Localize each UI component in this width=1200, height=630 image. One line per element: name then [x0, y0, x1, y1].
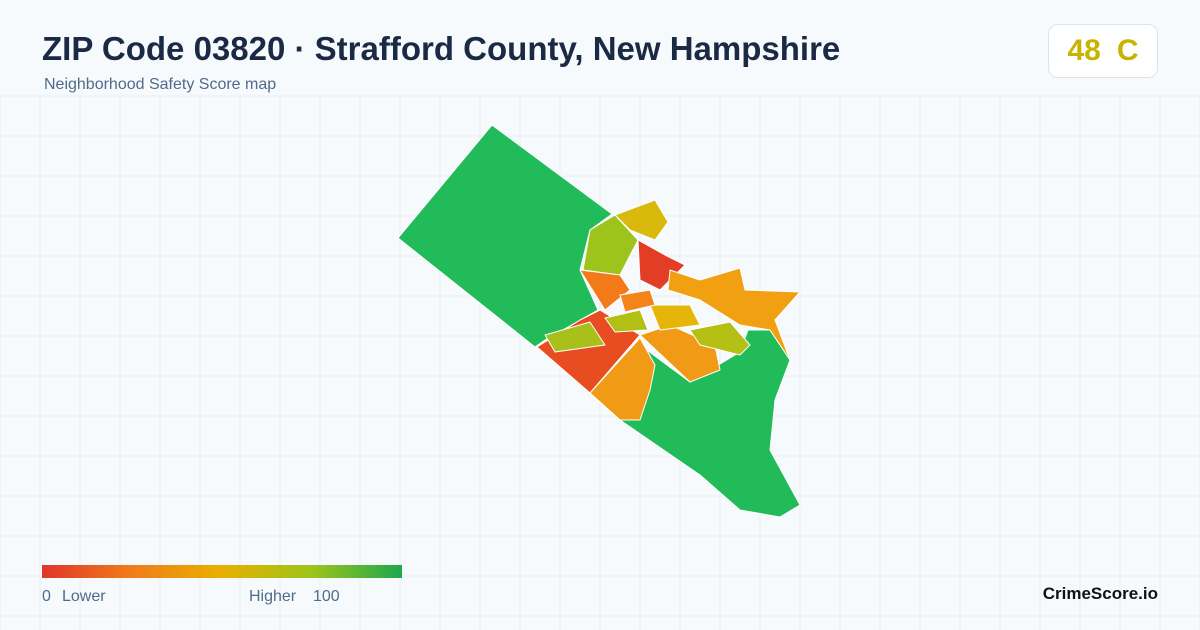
subtitle: Neighborhood Safety Score map — [44, 76, 277, 93]
region — [619, 289, 656, 313]
legend-min: 0 — [42, 588, 51, 605]
region — [589, 337, 656, 421]
region — [604, 309, 649, 333]
region — [397, 124, 613, 348]
region — [582, 214, 639, 276]
region — [614, 199, 669, 241]
grade: C — [1116, 34, 1139, 67]
score-badge: 48 C — [1048, 24, 1158, 78]
legend-max: 100 — [313, 588, 340, 605]
score: 48 — [1067, 34, 1101, 67]
legend-max-label: Higher — [249, 588, 297, 605]
region — [649, 304, 701, 331]
legend-min-label: Lower — [62, 588, 106, 605]
brand: CrimeScore.io — [1042, 584, 1158, 603]
region — [579, 269, 631, 311]
region — [689, 321, 751, 356]
region — [667, 267, 801, 361]
region — [544, 321, 606, 353]
regions — [397, 124, 801, 518]
title: ZIP Code 03820 · Strafford County, New H… — [42, 30, 841, 67]
legend-bar — [42, 565, 402, 578]
